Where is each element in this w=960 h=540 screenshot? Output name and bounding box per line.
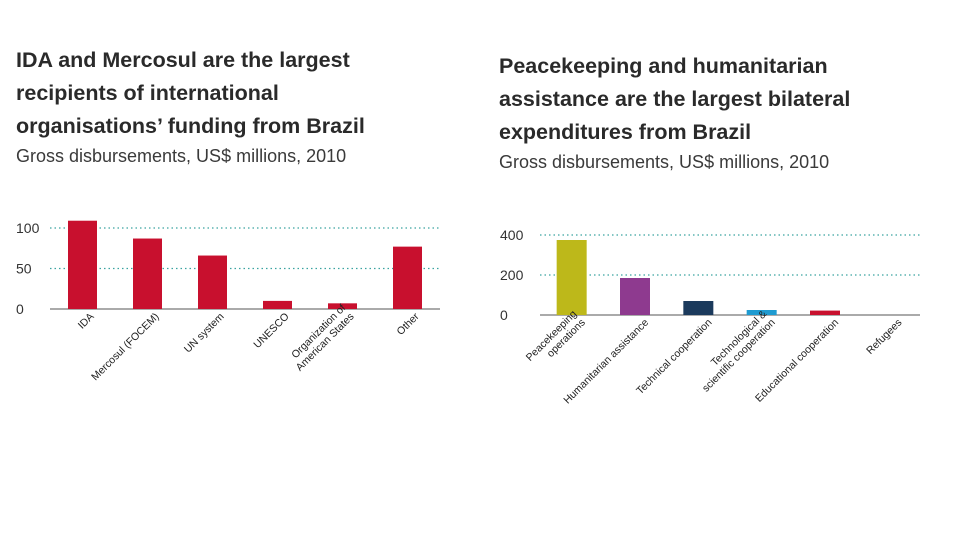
right-chart-y-tick-label: 0 bbox=[500, 307, 508, 323]
right-chart-title: Peacekeeping and humanitarian assistance… bbox=[499, 54, 851, 144]
left-chart-category-label: Mercosul (FOCEM) bbox=[89, 311, 161, 383]
left-chart-bar-3 bbox=[198, 255, 227, 309]
left-chart-bar-2 bbox=[133, 238, 162, 309]
right-chart-bar-4 bbox=[746, 310, 777, 315]
left-chart-y-tick-label: 0 bbox=[16, 301, 24, 317]
right-chart-y-tick-label: 400 bbox=[500, 227, 524, 243]
left-chart-subtitle: Gross disbursements, US$ millions, 2010 bbox=[16, 146, 347, 166]
left-chart-category-label: UN system bbox=[182, 310, 227, 355]
left-chart-y-tick-label: 100 bbox=[16, 220, 40, 236]
right-chart-bar-2 bbox=[620, 278, 650, 315]
right-chart-panel: Peacekeeping and humanitarian assistance… bbox=[499, 50, 939, 173]
right-chart-category-label: Peacekeepingoperations bbox=[524, 308, 588, 372]
left-chart-category-label: Other bbox=[395, 310, 422, 337]
right-chart-subtitle: Gross disbursements, US$ millions, 2010 bbox=[499, 152, 830, 172]
left-chart-panel: IDA and Mercosul are the largest recipie… bbox=[16, 44, 456, 167]
right-chart-bar-1 bbox=[556, 240, 587, 315]
right-chart-bar-3 bbox=[683, 301, 714, 315]
left-chart-y-tick-label: 50 bbox=[16, 261, 32, 277]
left-chart-bar-5 bbox=[328, 303, 357, 309]
left-chart-bar-4 bbox=[263, 300, 292, 309]
right-chart-bar-5 bbox=[810, 310, 840, 315]
left-chart-category-label: Organization ofAmerican States bbox=[285, 302, 357, 374]
left-chart-category-label: IDA bbox=[76, 311, 97, 332]
right-bar-chart: 0200400PeacekeepingoperationsHumanitaria… bbox=[500, 227, 920, 406]
left-chart-bar-6 bbox=[393, 246, 422, 309]
left-chart-title: IDA and Mercosul are the largest recipie… bbox=[16, 48, 365, 138]
left-chart-category-label: UNESCO bbox=[251, 311, 291, 351]
left-chart-bar-1 bbox=[68, 220, 97, 309]
right-chart-y-tick-label: 200 bbox=[500, 267, 524, 283]
right-chart-category-label: Refugees bbox=[864, 317, 904, 357]
